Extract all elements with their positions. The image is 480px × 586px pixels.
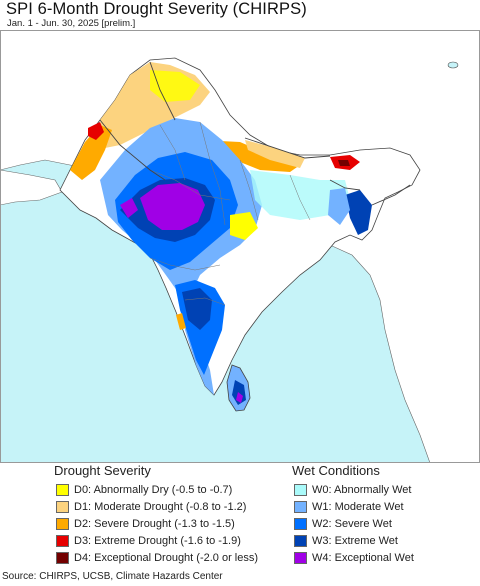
legend-label-d1: D1: Moderate Drought (-0.8 to -1.2) <box>74 501 247 513</box>
legend: Drought Severity Wet Conditions D0: Abno… <box>0 463 480 568</box>
legend-swatch-w4 <box>294 552 307 564</box>
legend-label-w3: W3: Extreme Wet <box>312 535 398 547</box>
east-india-normal <box>250 170 350 220</box>
legend-swatch-d3 <box>56 535 69 547</box>
legend-swatch-d1 <box>56 501 69 513</box>
wet-exceptional-west <box>120 198 138 218</box>
legend-label-d3: D3: Extreme Drought (-1.6 to -1.9) <box>74 535 241 547</box>
page-title: SPI 6-Month Drought Severity (CHIRPS) <box>6 0 307 18</box>
legend-swatch-d2 <box>56 518 69 530</box>
wet-legend-title: Wet Conditions <box>292 463 380 478</box>
legend-item-w0: W0: Abnormally Wet <box>294 483 411 497</box>
legend-item-d2: D2: Severe Drought (-1.3 to -1.5) <box>56 517 235 531</box>
legend-item-d3: D3: Extreme Drought (-1.6 to -1.9) <box>56 534 241 548</box>
sri-lanka-wet-core <box>232 380 246 405</box>
date-range-subtitle: Jan. 1 - Jun. 30, 2025 [prelim.] <box>7 18 136 29</box>
legend-label-w4: W4: Exceptional Wet <box>312 552 414 564</box>
legend-item-d4: D4: Exceptional Drought (-2.0 or less) <box>56 551 258 565</box>
bangladesh-moderate <box>328 188 350 225</box>
lake <box>447 61 459 69</box>
legend-label-w2: W2: Severe Wet <box>312 518 392 530</box>
east-dry-yellow <box>230 212 258 240</box>
spi-map <box>0 30 480 463</box>
legend-swatch-w0 <box>294 484 307 496</box>
legend-swatch-d4 <box>56 552 69 564</box>
kerala-dry <box>176 313 186 330</box>
legend-label-w1: W1: Moderate Wet <box>312 501 404 513</box>
outside-land-west <box>0 169 63 206</box>
legend-item-d0: D0: Abnormally Dry (-0.5 to -0.7) <box>56 483 232 497</box>
south-extreme <box>182 288 212 330</box>
legend-swatch-d0 <box>56 484 69 496</box>
bhutan-exceptional <box>338 160 350 166</box>
legend-swatch-w2 <box>294 518 307 530</box>
sri-lanka-exceptional <box>236 392 243 403</box>
legend-swatch-w1 <box>294 501 307 513</box>
legend-swatch-w3 <box>294 535 307 547</box>
pakistan-extreme <box>88 122 104 140</box>
nepal-dry <box>245 140 305 168</box>
country-borders <box>99 61 411 206</box>
legend-item-w1: W1: Moderate Wet <box>294 500 404 514</box>
legend-label-d0: D0: Abnormally Dry (-0.5 to -0.7) <box>74 484 233 496</box>
legend-item-d1: D1: Moderate Drought (-0.8 to -1.2) <box>56 500 246 514</box>
legend-item-w4: W4: Exceptional Wet <box>294 551 414 565</box>
pakistan-severe <box>70 125 112 180</box>
legend-label-w0: W0: Abnormally Wet <box>312 484 412 496</box>
source-credit: Source: CHIRPS, UCSB, Climate Hazards Ce… <box>2 571 223 582</box>
drought-legend-title: Drought Severity <box>54 463 151 478</box>
legend-label-d2: D2: Severe Drought (-1.3 to -1.5) <box>74 518 235 530</box>
legend-label-d4: D4: Exceptional Drought (-2.0 or less) <box>74 552 259 564</box>
legend-item-w2: W2: Severe Wet <box>294 517 392 531</box>
wet-exceptional-zone <box>140 183 205 230</box>
legend-item-w3: W3: Extreme Wet <box>294 534 398 548</box>
bangladesh-wet <box>345 190 372 235</box>
